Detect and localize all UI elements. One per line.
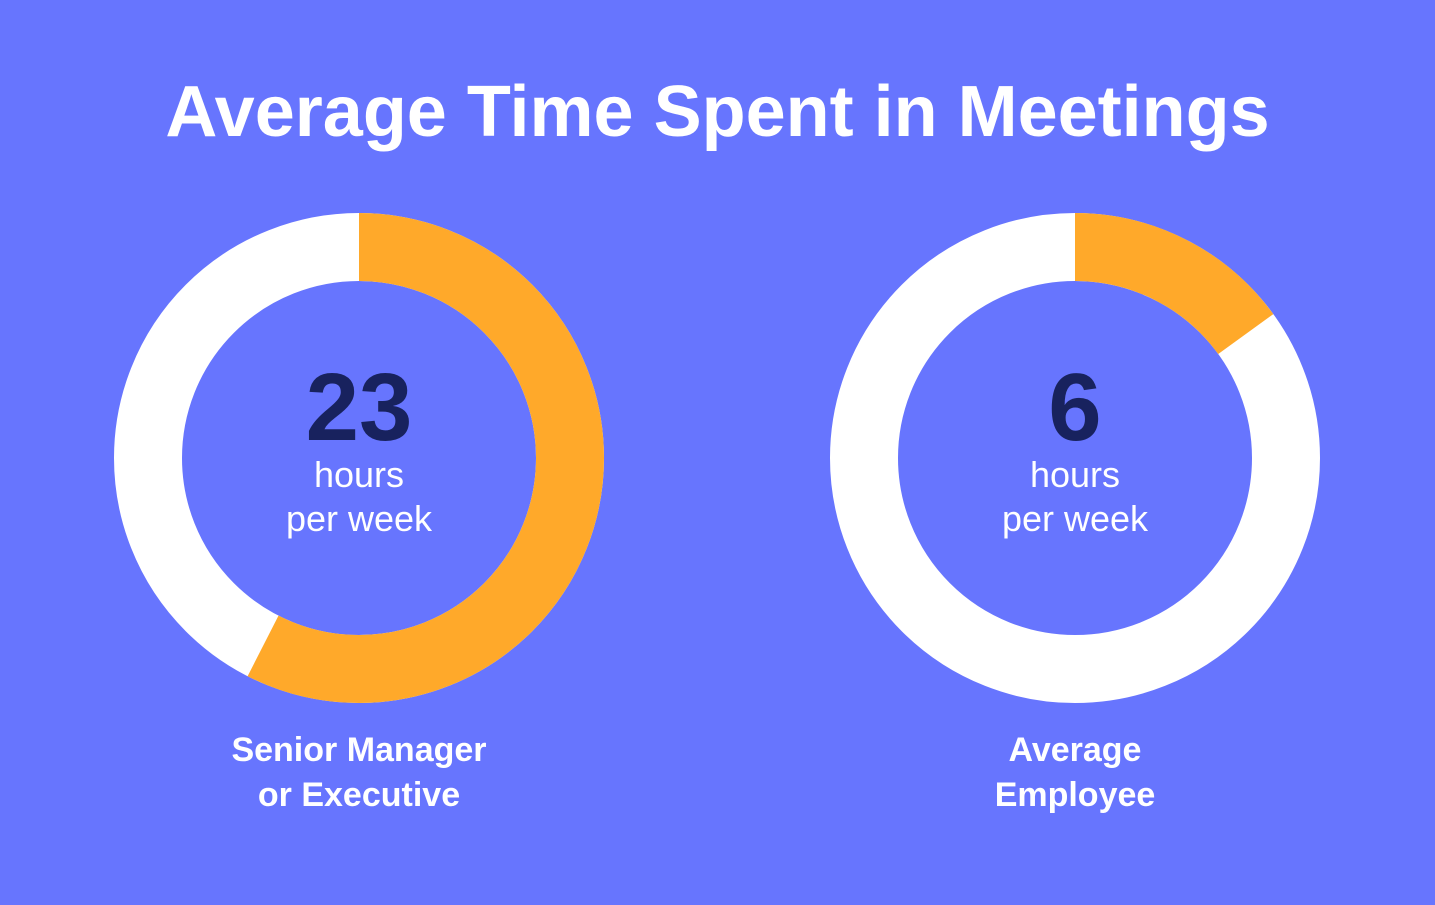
donut-ring xyxy=(114,213,604,703)
hours-value: 23 xyxy=(305,354,413,461)
donut-chart-average-employee: 6 hours per week xyxy=(830,213,1320,703)
unit-text: per week xyxy=(285,498,433,539)
chart-label: Average Employee xyxy=(830,728,1320,818)
chart-label-line: or Executive xyxy=(257,776,461,814)
chart-label-line: Senior Manager xyxy=(231,731,487,769)
chart-label: Senior Manager or Executive xyxy=(114,728,604,818)
chart-label-line: Average xyxy=(1008,731,1142,769)
hours-value: 6 xyxy=(1048,354,1102,461)
donut-segment-filled xyxy=(114,213,604,703)
page-title: Average Time Spent in Meetings xyxy=(165,72,1270,152)
unit-text: per week xyxy=(1001,498,1149,539)
donut-ring xyxy=(830,213,1320,703)
chart-label-line: Employee xyxy=(994,776,1156,814)
donut-chart-senior-manager: 23 hours per week xyxy=(114,213,604,703)
unit-text: hours xyxy=(1029,454,1121,495)
unit-text: hours xyxy=(313,454,405,495)
donut-segment-filled xyxy=(830,213,1320,703)
